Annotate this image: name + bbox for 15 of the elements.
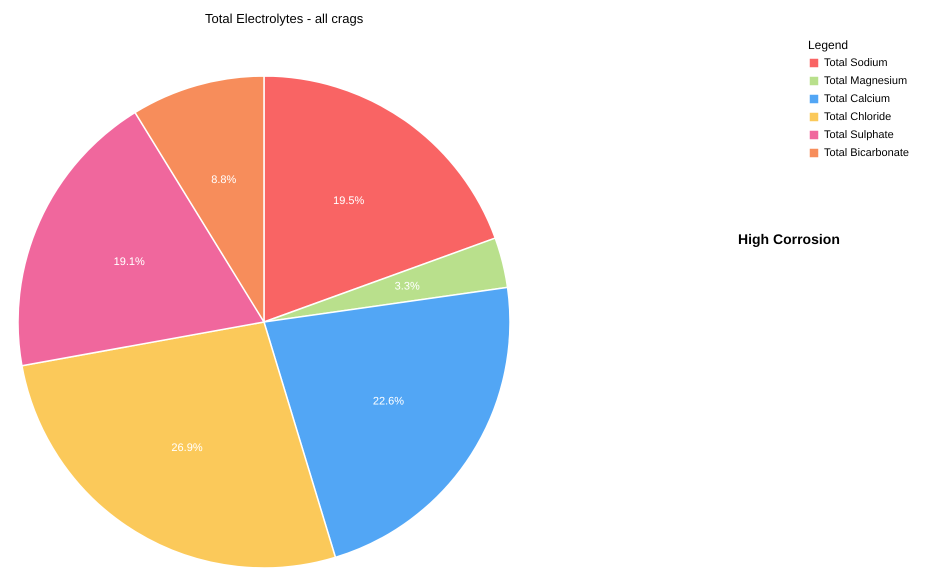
chart-title: Total Electrolytes - all crags [205, 11, 364, 26]
legend-label: Total Magnesium [824, 75, 908, 87]
legend-label: Total Calcium [824, 93, 890, 105]
data-label: 8.8% [211, 174, 237, 186]
legend-label: Total Sulphate [824, 129, 894, 141]
data-label: 26.9% [171, 442, 203, 454]
legend-label: Total Chloride [824, 111, 892, 123]
legend-label: Total Bicarbonate [824, 147, 909, 159]
data-label: 3.3% [394, 280, 420, 292]
data-label: 19.1% [114, 256, 146, 268]
legend-label: Total Sodium [824, 57, 888, 69]
legend-title: Legend [808, 38, 848, 52]
data-label: 22.6% [372, 395, 404, 408]
text: High Corrosion [738, 231, 840, 247]
data-label: 19.5% [333, 195, 365, 208]
